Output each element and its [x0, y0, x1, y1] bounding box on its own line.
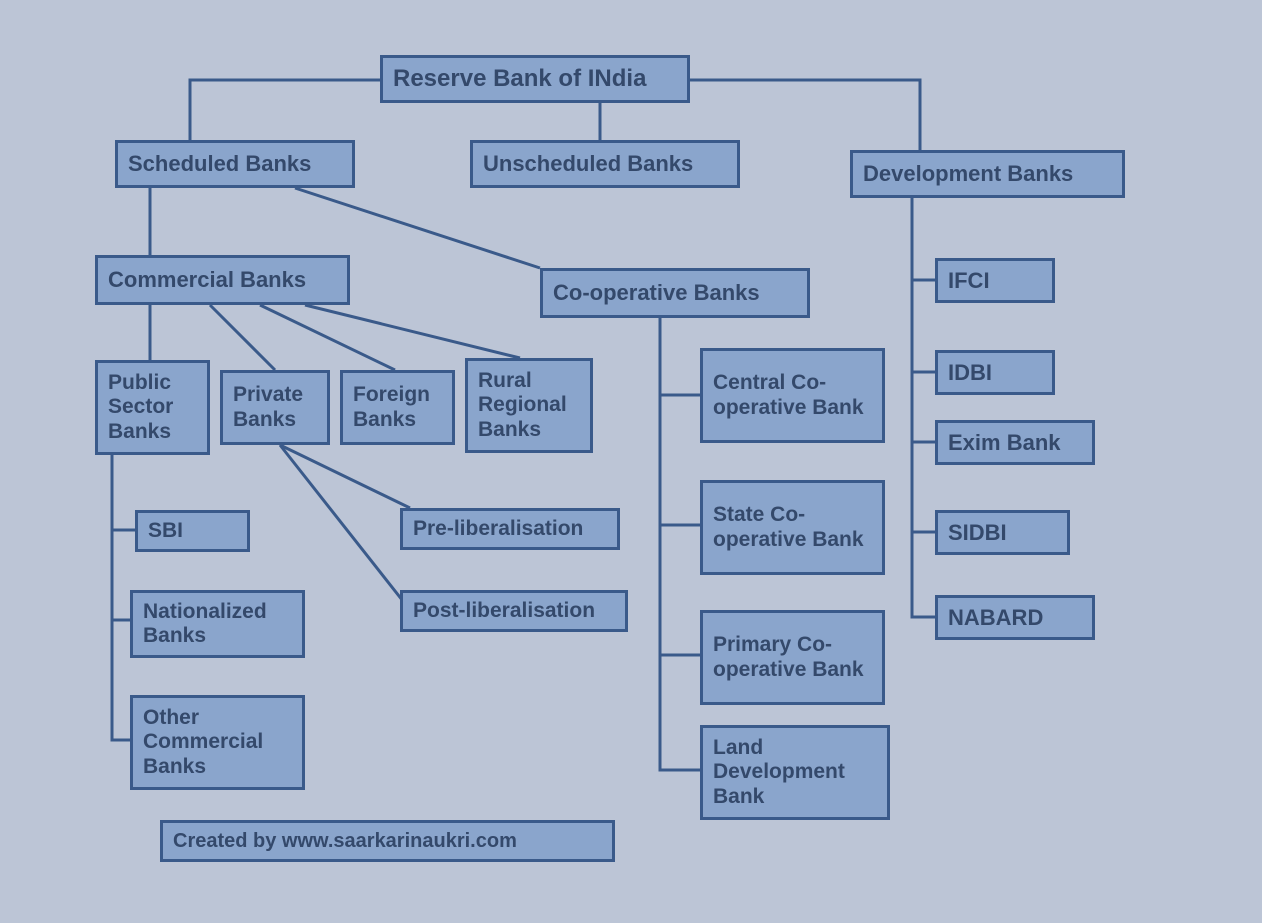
edge: [912, 280, 935, 372]
edge: [912, 372, 935, 442]
edge: [660, 655, 700, 770]
node-nat: Nationalized Banks: [130, 590, 305, 658]
node-pvt: Private Banks: [220, 370, 330, 445]
edge: [912, 532, 935, 617]
node-root: Reserve Bank of INdia: [380, 55, 690, 103]
node-comm: Commercial Banks: [95, 255, 350, 305]
node-idbi: IDBI: [935, 350, 1055, 395]
node-coop: Co-operative Banks: [540, 268, 810, 318]
edge: [912, 198, 935, 280]
node-ifci: IFCI: [935, 258, 1055, 303]
node-exim: Exim Bank: [935, 420, 1095, 465]
edge: [260, 305, 395, 370]
node-nabard: NABARD: [935, 595, 1095, 640]
edge: [280, 445, 410, 610]
edge: [660, 525, 700, 655]
node-pre: Pre-liberalisation: [400, 508, 620, 550]
node-sbi: SBI: [135, 510, 250, 552]
edge: [112, 455, 135, 530]
node-rrb: Rural Regional Banks: [465, 358, 593, 453]
node-ccb: Central Co-operative Bank: [700, 348, 885, 443]
edge: [280, 445, 410, 508]
node-ocb: Other Commercial Banks: [130, 695, 305, 790]
node-unsch: Unscheduled Banks: [470, 140, 740, 188]
edge: [660, 395, 700, 525]
node-pcb: Primary Co-operative Bank: [700, 610, 885, 705]
edge: [305, 305, 520, 358]
node-post: Post-liberalisation: [400, 590, 628, 632]
node-psb: Public Sector Banks: [95, 360, 210, 455]
node-ldb: Land Development Bank: [700, 725, 890, 820]
edge: [112, 620, 130, 740]
edge: [912, 442, 935, 532]
edge: [660, 318, 700, 395]
node-for: Foreign Banks: [340, 370, 455, 445]
edge: [210, 305, 275, 370]
node-sidbi: SIDBI: [935, 510, 1070, 555]
edge: [190, 80, 380, 140]
node-credit: Created by www.saarkarinaukri.com: [160, 820, 615, 862]
node-sched: Scheduled Banks: [115, 140, 355, 188]
edge: [112, 530, 130, 620]
node-scb: State Co-operative Bank: [700, 480, 885, 575]
node-dev: Development Banks: [850, 150, 1125, 198]
